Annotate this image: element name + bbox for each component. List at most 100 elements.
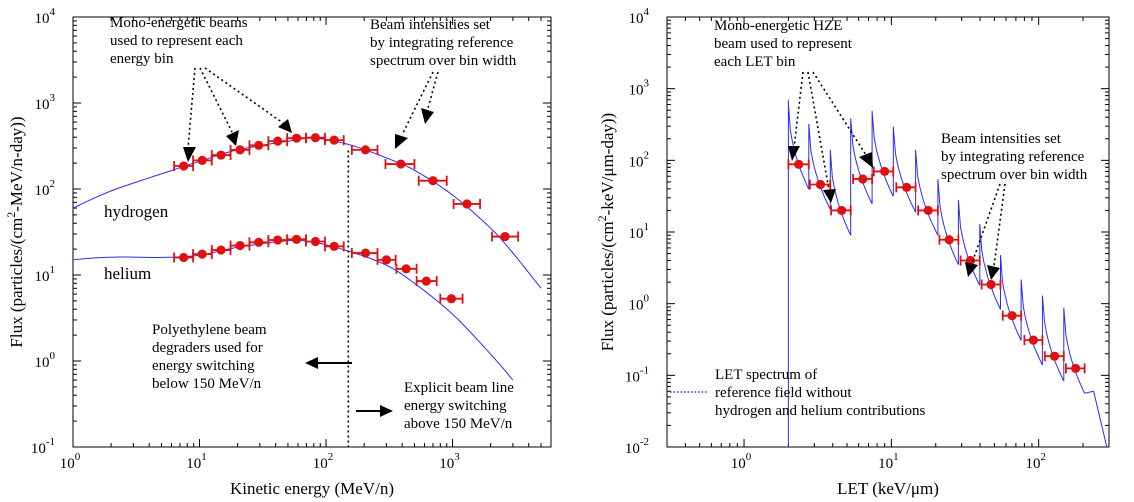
right-legend-text: LET spectrum of reference field without … xyxy=(715,367,926,419)
beam-point xyxy=(179,252,189,263)
right-y-axis-title: Flux (particles/(cm2-keV/μm-day)) xyxy=(595,113,617,351)
beam-point xyxy=(310,236,321,247)
beam-point xyxy=(329,135,339,145)
y-tick-label: 104 xyxy=(629,6,650,27)
arrow-line xyxy=(812,71,867,156)
beam-point xyxy=(986,279,996,290)
beam-point xyxy=(254,237,264,247)
x-tick-label: 101 xyxy=(186,451,207,472)
x-tick-label: 100 xyxy=(731,451,752,472)
y-tick-label: 102 xyxy=(35,178,56,199)
y-tick-label: 104 xyxy=(35,6,56,27)
arrow-line xyxy=(401,71,434,136)
beam-point xyxy=(421,276,431,286)
beam-point xyxy=(1070,363,1081,373)
beam-point xyxy=(837,205,847,216)
beam-point xyxy=(197,249,207,259)
right-annotation-arrows xyxy=(788,71,1006,280)
arrow-line xyxy=(807,71,830,191)
arrow-head xyxy=(305,357,318,369)
arrow-line xyxy=(993,183,1006,267)
beam-point xyxy=(1049,351,1060,361)
arrow-head xyxy=(278,119,292,133)
beam-point xyxy=(235,240,245,251)
beam-point xyxy=(1028,335,1038,345)
x-tick-label: 100 xyxy=(60,451,81,472)
arrow-head xyxy=(823,189,836,203)
right-intensities-note: Beam intensities set by integrating refe… xyxy=(941,131,1088,183)
beam-point xyxy=(446,294,457,304)
y-tick-label: 103 xyxy=(35,92,56,113)
left-degraders-note: Polyethylene beam degraders used for ene… xyxy=(152,322,270,392)
right-chart-panel: 100 101 102 10-2 10-1 100 101 102 103 104 Mono-en… xyxy=(595,6,1110,498)
y-tick-label: 102 xyxy=(629,149,650,170)
arrow-head xyxy=(226,130,239,146)
beam-point xyxy=(329,241,339,252)
beam-point xyxy=(396,159,406,169)
beam-point xyxy=(902,182,912,192)
right-x-axis-title: LET (keV/μm) xyxy=(837,479,939,498)
left-mono-beams-note: Mono-energetic beams used to represent e… xyxy=(110,15,251,67)
arrow-line xyxy=(187,67,196,149)
y-tick-label: 10-2 xyxy=(625,436,649,457)
y-tick-label: 101 xyxy=(629,221,650,242)
beam-point xyxy=(310,133,321,143)
beam-point xyxy=(179,161,189,171)
left-x-axis-title: Kinetic energy (MeV/n) xyxy=(230,479,394,498)
arrow-head xyxy=(183,147,196,162)
beam-point xyxy=(462,199,472,209)
beam-point xyxy=(273,136,283,146)
beam-point xyxy=(235,145,245,155)
x-tick-label: 101 xyxy=(878,451,899,472)
helium-label: helium xyxy=(104,264,151,283)
y-tick-label: 10-1 xyxy=(625,364,649,385)
y-tick-label: 10-1 xyxy=(31,436,55,457)
left-reference-curves xyxy=(72,137,542,381)
helium-reference-curve xyxy=(72,239,514,381)
beam-point xyxy=(216,245,226,255)
beam-point xyxy=(880,166,890,177)
arrow-line xyxy=(427,71,439,109)
right-beam-points xyxy=(787,159,1086,374)
x-tick-label: 102 xyxy=(313,451,334,472)
beam-point xyxy=(216,150,226,160)
left-intensities-note: Beam intensities set by integrating refe… xyxy=(370,17,517,69)
arrow-head xyxy=(395,134,408,149)
arrow-head xyxy=(421,108,434,124)
arrow-head xyxy=(987,265,1000,280)
y-tick-label: 100 xyxy=(629,293,650,314)
beam-point xyxy=(291,234,302,244)
beam-point xyxy=(381,255,391,265)
arrow-line xyxy=(199,67,233,133)
beam-point xyxy=(923,205,933,216)
x-tick-label: 103 xyxy=(439,451,460,472)
arrow-line xyxy=(204,67,284,124)
beam-point xyxy=(360,145,371,155)
left-plot-frame xyxy=(72,16,552,448)
arrow-line xyxy=(971,183,1001,264)
beam-point xyxy=(500,231,510,242)
beam-point xyxy=(273,235,283,245)
beam-point xyxy=(858,174,868,184)
left-y-axis-title: Flux (particles/(cm2-MeV/n-day)) xyxy=(4,116,26,347)
left-beam-points xyxy=(173,132,520,304)
arrow-head xyxy=(965,262,978,277)
arrow-head xyxy=(859,152,873,168)
beam-point xyxy=(428,176,438,186)
right-mono-hze-note: Mono-energetic HZE beam used to represen… xyxy=(714,18,856,70)
left-explicit-note: Explicit beam line energy switching abov… xyxy=(404,380,518,432)
y-tick-label: 101 xyxy=(35,264,56,285)
y-tick-label: 100 xyxy=(35,350,56,371)
beam-point xyxy=(401,264,411,274)
beam-point xyxy=(360,248,371,258)
beam-point xyxy=(197,155,207,166)
beam-point xyxy=(254,140,264,150)
arrow-head xyxy=(380,405,393,417)
beam-point xyxy=(794,159,804,169)
beam-point xyxy=(1007,311,1017,321)
arrow-head xyxy=(788,146,800,161)
beam-point xyxy=(291,133,302,143)
hydrogen-label: hydrogen xyxy=(104,202,169,221)
